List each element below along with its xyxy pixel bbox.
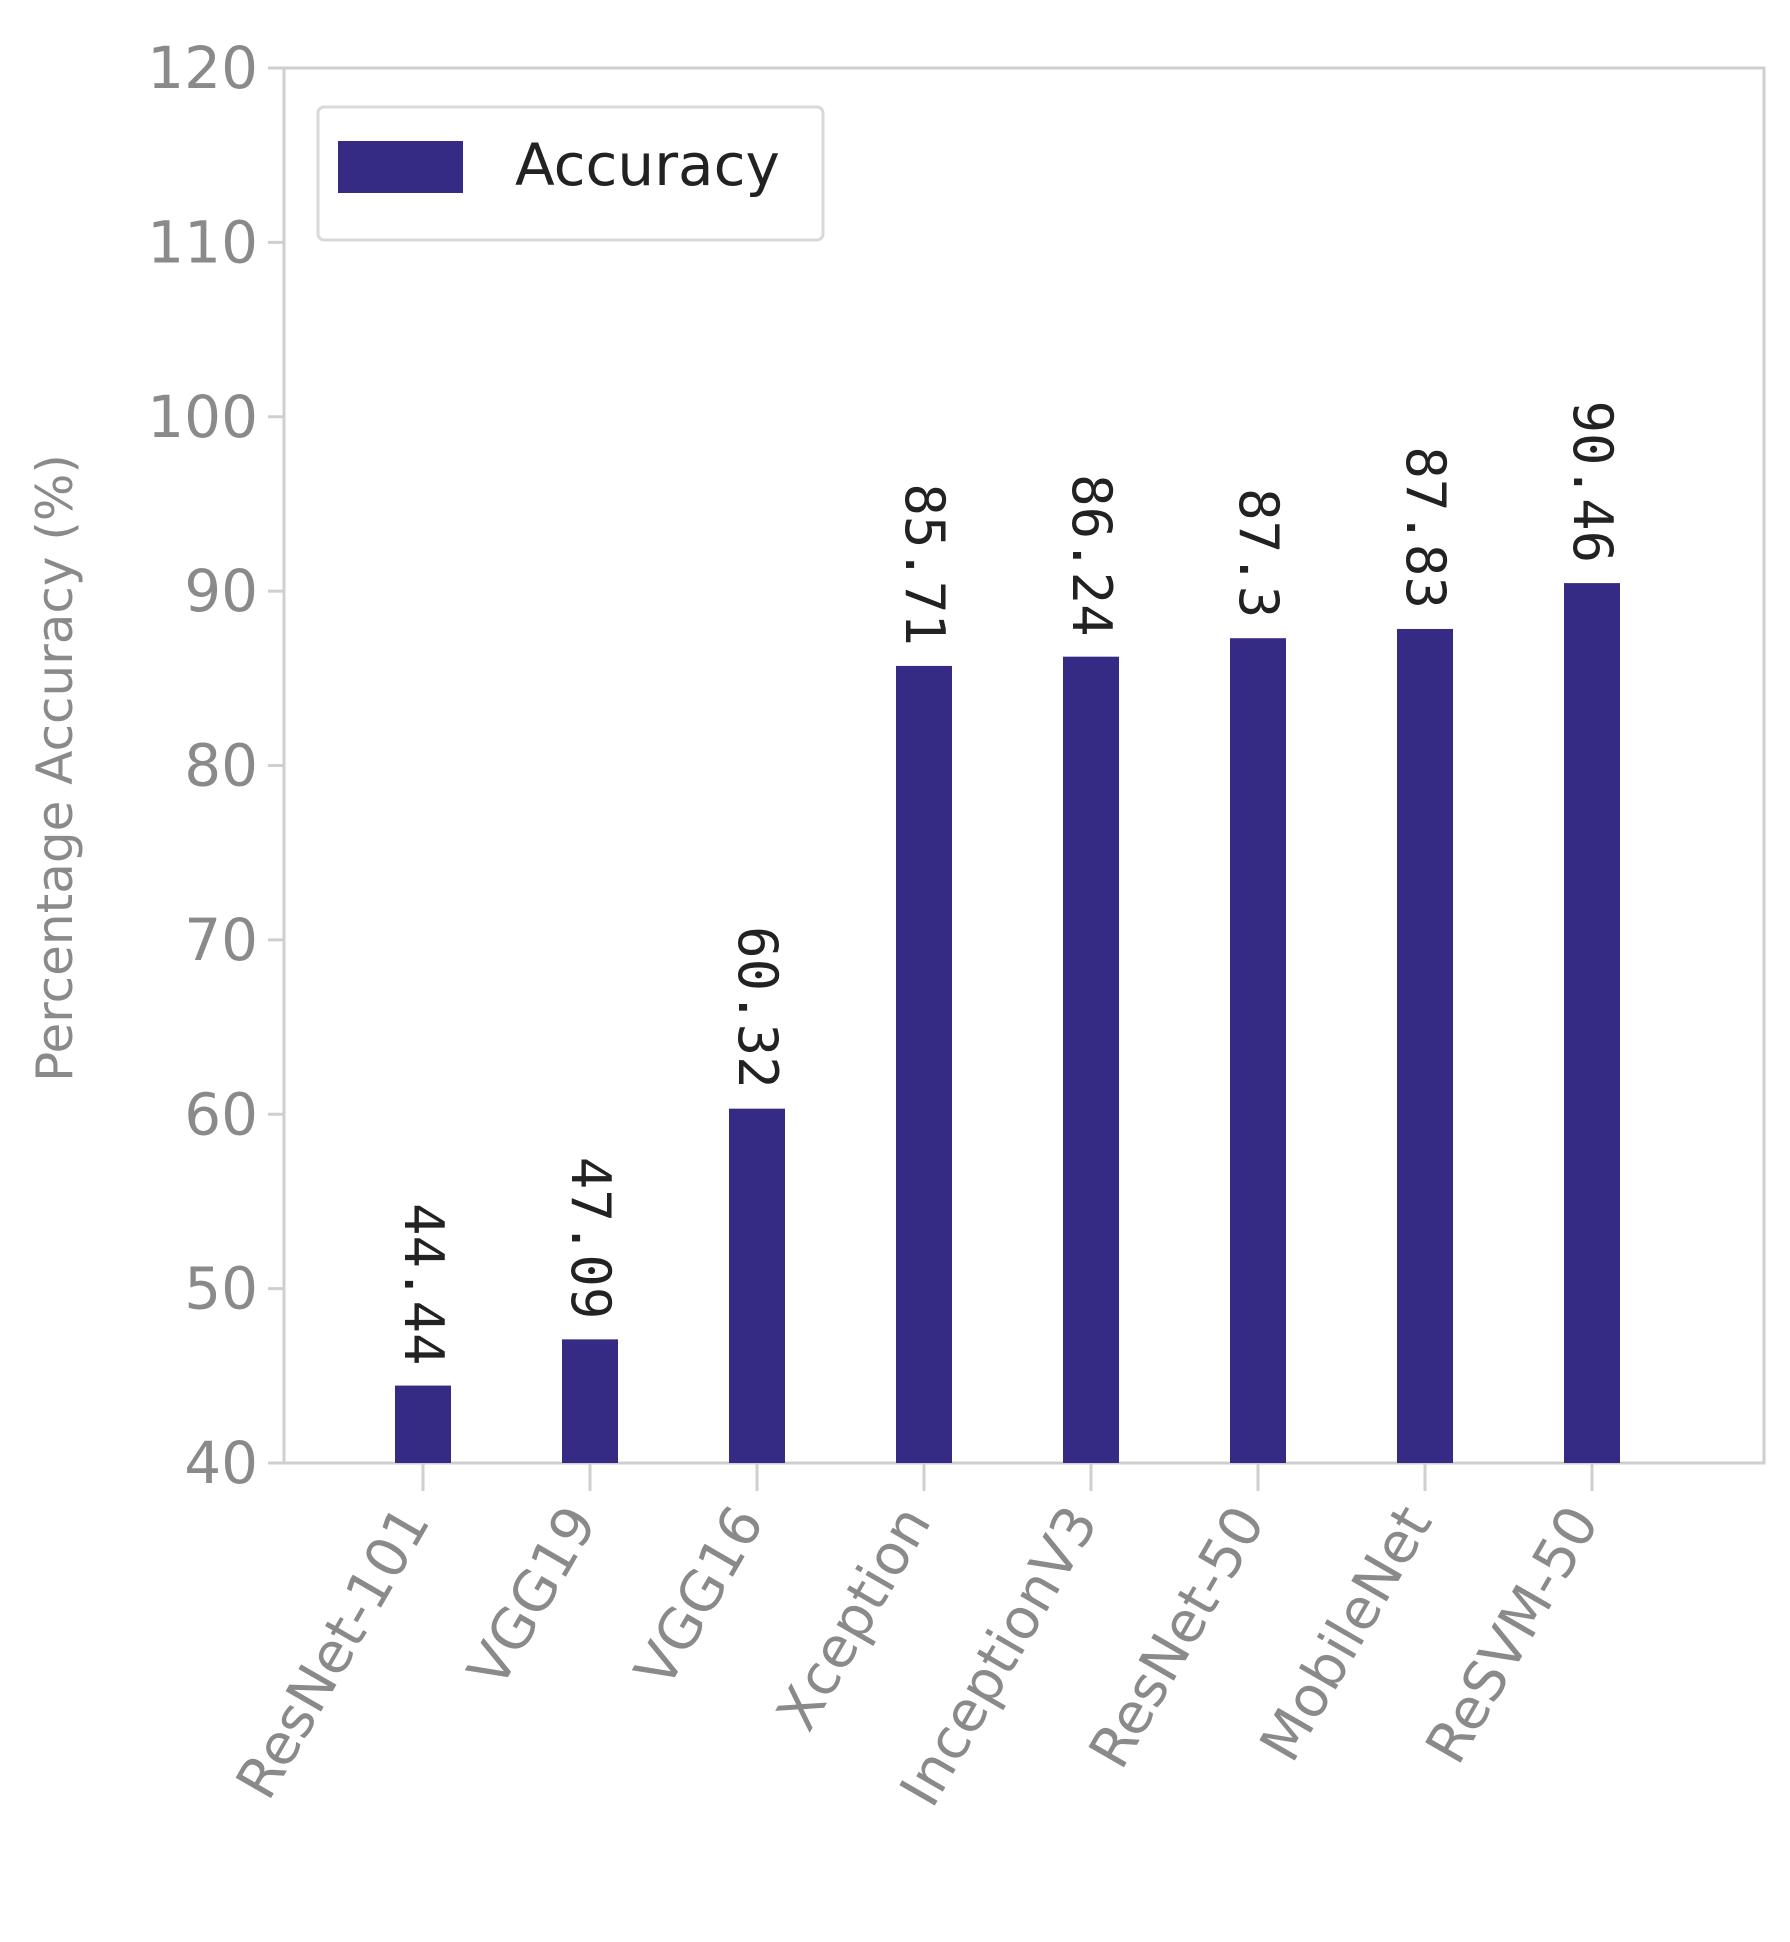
bar-value-label: 86.24: [1060, 474, 1123, 637]
bar-value-label: 90.46: [1561, 401, 1624, 564]
y-tick-label: 110: [147, 208, 258, 276]
bar: [562, 1339, 618, 1463]
legend-label: Accuracy: [515, 131, 780, 199]
y-axis-label: Percentage Accuracy (%): [26, 454, 84, 1082]
x-tick-label: VGG19: [456, 1496, 610, 1699]
bar: [1397, 628, 1453, 1463]
x-tick-label: ReSVM-50: [1414, 1496, 1613, 1775]
y-tick-label: 50: [184, 1255, 258, 1323]
plot-frame: [282, 66, 1766, 1465]
bar: [1230, 638, 1286, 1463]
bar-value-label: 85.71: [893, 483, 956, 646]
bars: [395, 583, 1620, 1463]
bar-value-label: 87.3: [1227, 488, 1290, 618]
bar: [1063, 656, 1119, 1463]
bar-value-label: 44.44: [392, 1203, 455, 1366]
bar-value-label: 60.32: [726, 926, 789, 1089]
bar-value-label: 47.09: [559, 1157, 622, 1320]
x-tick-label: MobileNet: [1248, 1496, 1445, 1773]
bar: [729, 1108, 785, 1463]
y-tick-label: 40: [184, 1429, 258, 1497]
legend-box: [316, 105, 825, 242]
bar: [395, 1385, 451, 1463]
x-tick-label: VGG16: [623, 1496, 777, 1699]
legend-swatch: [338, 141, 463, 193]
x-axis: ResNet-101 VGG19 VGG16XceptionInceptionV3R…: [224, 1463, 1612, 1817]
y-tick-label: 60: [184, 1080, 258, 1148]
x-tick-label: ResNet-50: [1077, 1496, 1278, 1779]
bar: [1564, 583, 1620, 1463]
y-tick-label: 80: [184, 732, 258, 800]
y-tick-label: 120: [147, 34, 258, 102]
y-tick-label: 90: [184, 557, 258, 625]
bar-value-label: 87.83: [1394, 446, 1457, 609]
y-tick-label: 70: [184, 906, 258, 974]
plot-area-border: [282, 66, 1766, 1465]
y-axis: 40 50 60 70 80 90 100 110 120: [147, 34, 284, 1497]
x-tick-label: Xception: [765, 1496, 945, 1742]
legend: Accuracy: [316, 105, 825, 242]
x-tick-label: ResNet-101: [224, 1496, 443, 1810]
bar-value-labels: 44.44 47.09 60.32 85.71 86.24 87.3 87.83 90.46: [392, 401, 1624, 1366]
bar: [896, 665, 952, 1463]
y-tick-label: 100: [147, 383, 258, 451]
